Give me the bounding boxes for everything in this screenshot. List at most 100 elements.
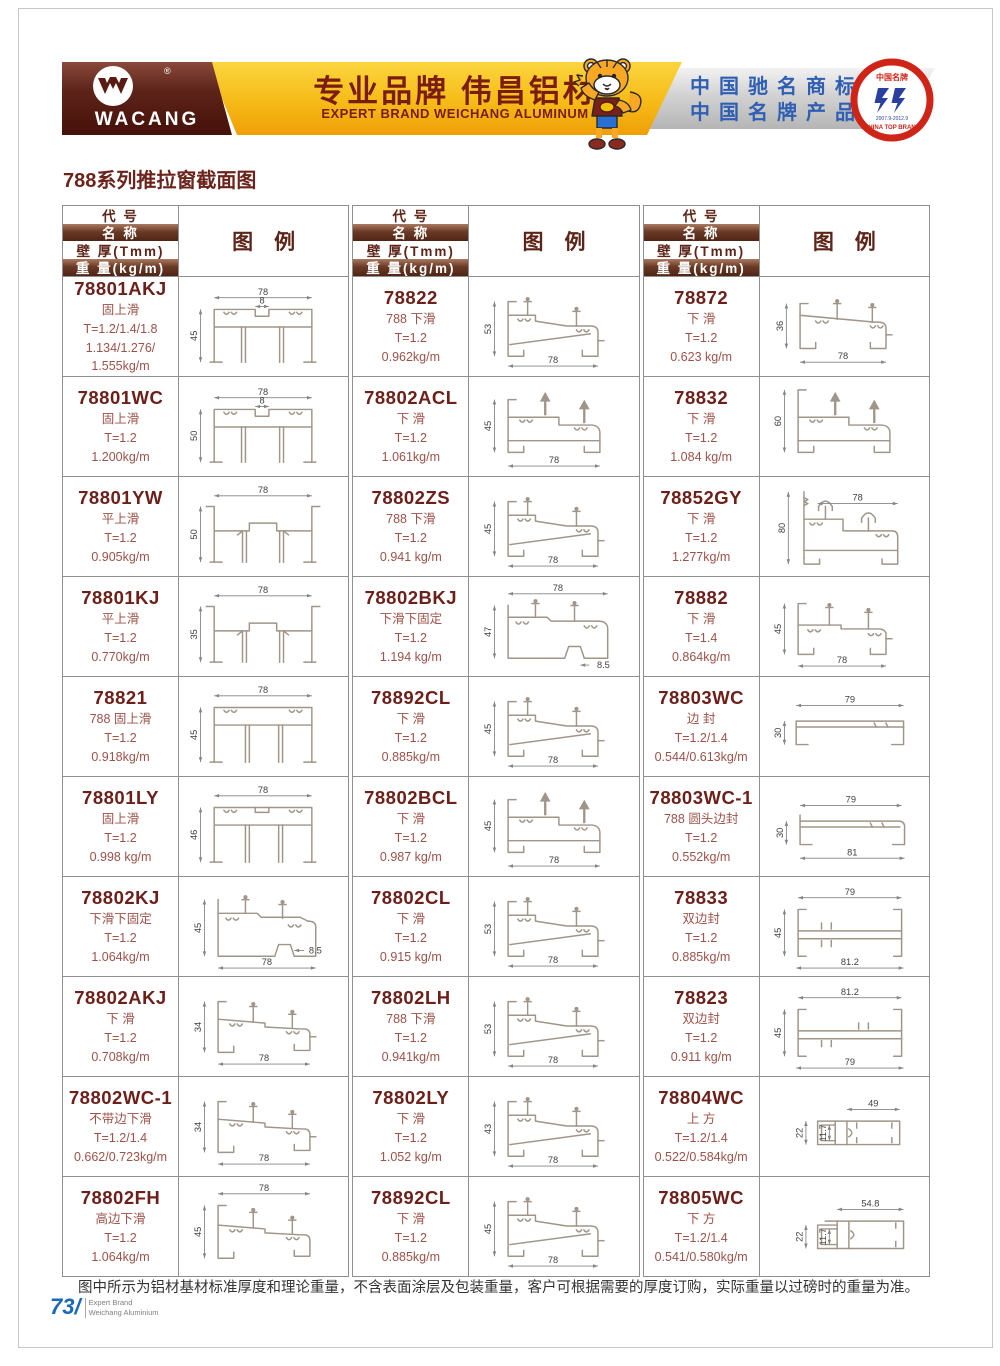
- profile-weight: 0.522/0.584kg/m: [654, 1150, 748, 1165]
- profile-info: 78803WC 边 封 T=1.2/1.4 0.544/0.613kg/m: [644, 677, 760, 776]
- profile-name: 双边封: [682, 1011, 720, 1026]
- profile-info: 78801KJ 平上滑 T=1.2 0.770kg/m: [63, 577, 179, 676]
- profile-diagram: 78 50: [179, 477, 348, 576]
- header-name: 名 称: [643, 223, 759, 241]
- header-code: 代 号: [353, 206, 469, 224]
- profile-row: 78802KJ 下滑下固定 T=1.2 1.064kg/m 45 8.5 78: [63, 877, 349, 977]
- profile-code: 78821: [93, 686, 148, 708]
- svg-text:78: 78: [261, 957, 271, 967]
- profile-code: 78892CL: [371, 686, 451, 708]
- profile-weight: 1.084 kg/m: [670, 450, 733, 465]
- profile-info: 78882 下 滑 T=1.4 0.864kg/m: [644, 577, 760, 676]
- profile-row: 78802CL 下 滑 T=1.2 0.915 kg/m 53 78: [353, 877, 639, 977]
- profile-row: 78802BCL 下 滑 T=1.2 0.987 kg/m 45 78: [353, 777, 639, 877]
- header-weight: 重 量(kg/m): [353, 258, 469, 276]
- svg-text:78: 78: [548, 1255, 558, 1265]
- tiger-mascot-icon: [567, 54, 647, 157]
- svg-text:CHINA TOP BRAND: CHINA TOP BRAND: [864, 125, 921, 131]
- profile-code: 78803WC-1: [649, 786, 753, 808]
- svg-text:45: 45: [189, 729, 199, 739]
- svg-text:45: 45: [483, 420, 493, 430]
- profile-info: 78802CL 下 滑 T=1.2 0.915 kg/m: [353, 877, 470, 976]
- svg-text:11.7: 11.7: [818, 1228, 828, 1245]
- profile-weight: 0.905kg/m: [91, 550, 150, 565]
- profile-row: 78801YW 平上滑 T=1.2 0.905kg/m 78 50: [63, 477, 349, 577]
- profile-code: 78802LY: [372, 1086, 450, 1108]
- profile-row: 78802LY 下 滑 T=1.2 1.052 kg/m 43 78: [353, 1077, 639, 1177]
- slogan-english: EXPERT BRAND WEICHANG ALUMINUM: [321, 106, 589, 121]
- profile-info: 78802LH 788 下滑 T=1.2 0.941kg/m: [353, 977, 470, 1076]
- profile-info: 78801YW 平上滑 T=1.2 0.905kg/m: [63, 477, 179, 576]
- profile-thickness: T=1.2/1.4: [674, 1130, 728, 1145]
- header-banner: ® WACANG 专业品牌 伟昌铝材 EXPERT BRAND WEICHANG…: [62, 58, 935, 150]
- profile-info: 78803WC-1 788 圆头边封 T=1.2 0.552kg/m: [644, 777, 760, 876]
- svg-text:78: 78: [258, 484, 268, 494]
- profile-thickness: T=1.2: [394, 730, 427, 745]
- svg-text:79: 79: [846, 794, 856, 804]
- svg-text:78: 78: [553, 582, 563, 592]
- svg-text:45: 45: [193, 922, 203, 932]
- profile-name: 下滑下固定: [89, 911, 152, 926]
- table-group: 代 号 名 称 壁 厚(Tmm) 重 量(kg/m) 图 例 78822 788…: [352, 205, 640, 1277]
- profile-info: 78822 788 下滑 T=1.2 0.962kg/m: [353, 277, 470, 376]
- profile-thickness: T=1.2: [104, 1030, 137, 1045]
- profile-diagram: 34 78: [179, 977, 348, 1076]
- profile-thickness: T=1.4: [685, 630, 718, 645]
- profile-info: 78833 双边封 T=1.2 0.885kg/m: [644, 877, 760, 976]
- profile-name: 边 封: [686, 711, 716, 726]
- svg-text:34: 34: [193, 1021, 203, 1031]
- svg-text:78: 78: [258, 784, 268, 794]
- profile-info: 78802WC-1 不带边下滑 T=1.2/1.4 0.662/0.723kg/…: [63, 1077, 179, 1176]
- svg-text:35: 35: [189, 629, 199, 639]
- svg-text:78: 78: [853, 492, 863, 502]
- profile-diagram: 45 78: [469, 377, 638, 476]
- profile-info: 78823 双边封 T=1.2 0.911 kg/m: [644, 977, 760, 1076]
- profile-thickness: T=1.2: [394, 330, 427, 345]
- profile-code: 78801KJ: [81, 586, 160, 608]
- svg-text:49: 49: [868, 1098, 878, 1108]
- profile-info: 78802BCL 下 滑 T=1.2 0.987 kg/m: [353, 777, 470, 876]
- header-legend: 图 例: [812, 231, 876, 254]
- brand-logo-block: [62, 62, 232, 135]
- profile-info: 78802FH 高边下滑 T=1.2 1.064kg/m: [63, 1177, 179, 1276]
- profile-table: 代 号 名 称 壁 厚(Tmm) 重 量(kg/m) 图 例 78801AKJ …: [62, 205, 930, 1277]
- profile-row: 78805WC 下 方 T=1.2/1.4 0.541/0.580kg/m 54…: [644, 1177, 929, 1276]
- svg-text:11.7: 11.7: [818, 1124, 828, 1141]
- profile-diagram: 78 45: [179, 1177, 348, 1276]
- profile-name: 下 滑: [686, 411, 716, 426]
- svg-text:8.5: 8.5: [309, 945, 322, 955]
- profile-diagram: 78 47 8.5: [469, 577, 638, 676]
- svg-text:78: 78: [548, 955, 558, 965]
- profile-row: 78802AKJ 下 滑 T=1.2 0.708kg/m 34 78: [63, 977, 349, 1077]
- profile-info: 78872 下 滑 T=1.2 0.623 kg/m: [644, 277, 760, 376]
- profile-name: 788 圆头边封: [663, 811, 739, 826]
- profile-code: 78802BCL: [364, 786, 458, 808]
- profile-code: 78802ZS: [371, 486, 451, 508]
- profile-thickness: T=1.2: [394, 430, 427, 445]
- profile-name: 下 滑: [396, 711, 426, 726]
- profile-code: 78801YW: [78, 486, 163, 508]
- profile-weight: 0.623 kg/m: [670, 350, 733, 365]
- profile-name: 788 下滑: [386, 1011, 436, 1026]
- profile-weight: 0.941 kg/m: [379, 550, 442, 565]
- profile-name: 下 滑: [396, 411, 426, 426]
- svg-text:34: 34: [193, 1121, 203, 1131]
- profile-weight: 1.277kg/m: [671, 550, 731, 565]
- profile-name: 下 滑: [686, 511, 716, 526]
- profile-row: 78832 下 滑 T=1.2 1.084 kg/m 60: [643, 377, 929, 477]
- svg-text:43: 43: [483, 1123, 493, 1133]
- header-code: 代 号: [63, 206, 178, 224]
- svg-text:60: 60: [773, 415, 783, 425]
- profile-thickness: T=1.2/1.4: [674, 1230, 728, 1245]
- profile-weight: 0.662/0.723kg/m: [73, 1150, 168, 1165]
- profile-weight: 0.941kg/m: [381, 1050, 441, 1065]
- profile-weight: 0.918kg/m: [91, 750, 150, 765]
- page-number-caption: Expert Brand Weichang Aluminium: [84, 1298, 159, 1318]
- honor-text: 中国驰名商标 中国名牌产品: [690, 74, 864, 126]
- header-code: 代 号: [643, 206, 759, 224]
- profile-thickness: T=1.2: [685, 430, 718, 445]
- profile-code: 78823: [674, 986, 729, 1008]
- profile-row: 78803WC 边 封 T=1.2/1.4 0.544/0.613kg/m 79…: [643, 677, 929, 777]
- svg-text:50: 50: [189, 430, 199, 440]
